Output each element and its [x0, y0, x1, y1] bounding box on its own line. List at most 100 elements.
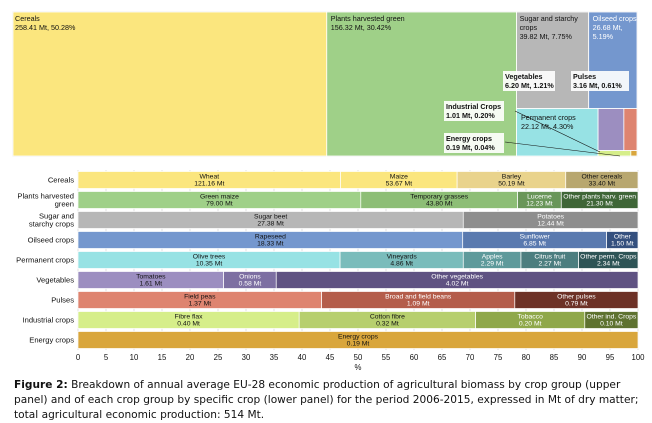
tile-energy-crops	[630, 150, 638, 157]
tile-pulses	[623, 108, 638, 152]
x-tick-label-45: 45	[326, 353, 335, 362]
segment-value-cereals-barley: 50.19 Mt	[498, 181, 525, 188]
tile-value-oilseed-crops-line1: 26.68 Mt,	[593, 23, 623, 32]
x-tick-label-60: 60	[410, 353, 419, 362]
tile-label-permanent-crops: Permanent crops	[521, 113, 576, 122]
segment-label-plants-harvested-green-temporary-grasses: Temporary grasses	[410, 193, 468, 200]
segment-value-pulses-broad-and-field-beans: 1.09 Mt	[407, 301, 430, 308]
segment-value-vegetables-onions: 0.58 Mt	[239, 281, 262, 288]
figure-label: Figure 2:	[14, 379, 68, 391]
row-label-plants-harvested-green-line1: Plants harvested	[17, 191, 74, 200]
tile-cereals	[12, 11, 328, 157]
segment-label-permanent-crops-citrus-fruit: Citrus fruit	[534, 253, 565, 260]
x-tick-label-70: 70	[466, 353, 475, 362]
tile-callout-box-pulses	[571, 71, 629, 91]
tile-callout-box-vegetables	[503, 71, 555, 91]
crop-breakdown-stacked-bars: 0 5 10 15 20 25 30 35 40 45 50 55 60 65 70 75 80 85 90 95 10…	[16, 170, 645, 372]
tile-value-energy-crops: 0.19 Mt, 0.04%	[446, 143, 495, 152]
x-tick-label-90: 90	[578, 353, 587, 362]
tile-value-permanent-crops: 22.12 Mt, 4.30%	[521, 122, 574, 131]
segment-label-industrial-crops-other-ind-crops: Other ind. Crops	[586, 313, 636, 320]
tile-label-vegetables: Vegetables	[505, 72, 543, 81]
x-tick-label-15: 15	[158, 353, 167, 362]
bar-segment-cereals-other-cereals	[565, 171, 639, 189]
bar-segment-vegetables-other-vegetables	[275, 271, 639, 289]
tile-vegetables	[597, 108, 625, 152]
segment-label-plants-harvested-green-green-maize: Green maize	[200, 193, 239, 200]
tile-value-industrial-crops: 1.01 Mt, 0.20%	[446, 111, 495, 120]
energy-leader-line	[504, 141, 621, 157]
segment-value-energy-crops-energy-crops: 0.19 Mt	[347, 341, 370, 348]
segment-value-sugar-and-starchy-crops-sugar-beet: 27.38 Mt	[257, 221, 284, 228]
segment-value-vegetables-tomatoes: 1.61 Mt	[139, 281, 162, 288]
segment-label-sugar-and-starchy-crops-potatoes: Potatoes	[537, 213, 564, 220]
tile-value-cereals: 258.41 Mt, 50.28%	[15, 23, 76, 32]
bar-segment-pulses-other-pulses	[514, 291, 639, 309]
segment-value-plants-harvested-green-other-plants-harv-green: 21.30 Mt	[586, 201, 613, 208]
figure-caption-text: Breakdown of annual average EU-28 econom…	[14, 379, 639, 421]
segment-label-pulses-field-peas: Field peas	[184, 293, 216, 300]
x-tick-label-25: 25	[214, 353, 223, 362]
x-tick-label-40: 40	[298, 353, 307, 362]
segment-value-oilseed-crops-rapeseed: 18.33 Mt	[257, 241, 284, 248]
x-tick-label-100: 100	[631, 353, 645, 362]
row-label-pulses: Pulses	[51, 296, 74, 305]
tile-label-pulses: Pulses	[573, 72, 596, 81]
row-label-oilseed-crops: Oilseed crops	[28, 236, 75, 245]
segment-value-vegetables-other-vegetables: 4.02 Mt	[446, 281, 469, 288]
segment-label-industrial-crops-tobacco: Tobacco	[518, 313, 544, 320]
bar-segment-sugar-and-starchy-crops-potatoes	[462, 211, 639, 229]
segment-value-permanent-crops-citrus-fruit: 2.27 Mt	[538, 261, 561, 268]
tile-callout-box-industrial-crops	[444, 101, 504, 121]
row-label-sugar-and-starchy-crops-line1: Sugar and	[39, 211, 74, 220]
bar-segment-industrial-crops-other-ind-crops	[584, 311, 639, 329]
segment-value-cereals-maize: 53.67 Mt	[386, 181, 413, 188]
tile-label-sugar-and-starchy-crops-line2: crops	[520, 23, 538, 32]
segment-label-permanent-crops-apples: Apples	[482, 253, 503, 260]
row-label-permanent-crops: Permanent crops	[16, 256, 74, 265]
tile-label-sugar-and-starchy-crops-line1: Sugar and starchy	[520, 14, 579, 23]
row-label-plants-harvested-green-line2: green	[55, 200, 74, 209]
bar-segment-oilseed-crops-other	[606, 231, 639, 249]
tile-label-cereals: Cereals	[15, 14, 40, 23]
segment-label-cereals-maize: Maize	[390, 173, 408, 180]
bar-segment-permanent-crops-other-perm-crops	[578, 251, 639, 269]
segment-value-industrial-crops-other-ind-crops: 0.10 Mt	[600, 321, 623, 328]
segment-value-cereals-wheat: 121.16 Mt	[194, 181, 224, 188]
segment-label-cereals-other-cereals: Other cereals	[581, 173, 622, 180]
segment-label-oilseed-crops-sunflower: Sunflower	[520, 233, 551, 240]
x-tick-label-5: 5	[104, 353, 109, 362]
segment-value-plants-harvested-green-green-maize: 79.00 Mt	[206, 201, 233, 208]
row-label-industrial-crops: Industrial crops	[23, 316, 75, 325]
segment-value-sugar-and-starchy-crops-potatoes: 12.44 Mt	[537, 221, 564, 228]
industrial-leader-line	[514, 110, 601, 153]
segment-label-vegetables-onions: Onions	[239, 273, 261, 280]
segment-label-vegetables-other-vegetables: Other vegetables	[431, 273, 483, 280]
row-label-vegetables: Vegetables	[36, 276, 74, 285]
x-tick-label-0: 0	[76, 353, 81, 362]
segment-label-pulses-broad-and-field-beans: Broad and field beans	[385, 293, 452, 300]
segment-label-permanent-crops-olive-trees: Olive trees	[193, 253, 226, 260]
x-tick-label-55: 55	[382, 353, 391, 362]
row-label-cereals: Cereals	[48, 176, 74, 185]
tile-value-vegetables: 6.20 Mt, 1.21%	[505, 81, 554, 90]
x-tick-label-50: 50	[354, 353, 363, 362]
segment-label-sugar-and-starchy-crops-sugar-beet: Sugar beet	[254, 213, 287, 220]
x-tick-label-35: 35	[270, 353, 279, 362]
row-label-sugar-and-starchy-crops-line2: starchy crops	[29, 220, 74, 229]
x-tick-label-95: 95	[606, 353, 615, 362]
x-tick-label-75: 75	[494, 353, 503, 362]
segment-label-cereals-barley: Barley	[502, 173, 522, 180]
tile-sugar-and-starchy-crops	[516, 11, 590, 109]
segment-value-cereals-other-cereals: 33.40 Mt	[589, 181, 616, 188]
segment-value-industrial-crops-fibre-flax: 0.40 Mt	[177, 321, 200, 328]
segment-value-plants-harvested-green-lucerne: 12.23 Mt	[526, 201, 553, 208]
x-tick-label-20: 20	[186, 353, 195, 362]
segment-value-pulses-other-pulses: 0.79 Mt	[565, 301, 588, 308]
segment-label-vegetables-tomatoes: Tomatoes	[136, 273, 166, 280]
tile-value-oilseed-crops-line2: 5.19%	[593, 32, 614, 41]
tile-label-industrial-crops: Industrial Crops	[446, 102, 501, 111]
bar-segment-plants-harvested-green-other-plants-harv-green	[560, 191, 639, 209]
